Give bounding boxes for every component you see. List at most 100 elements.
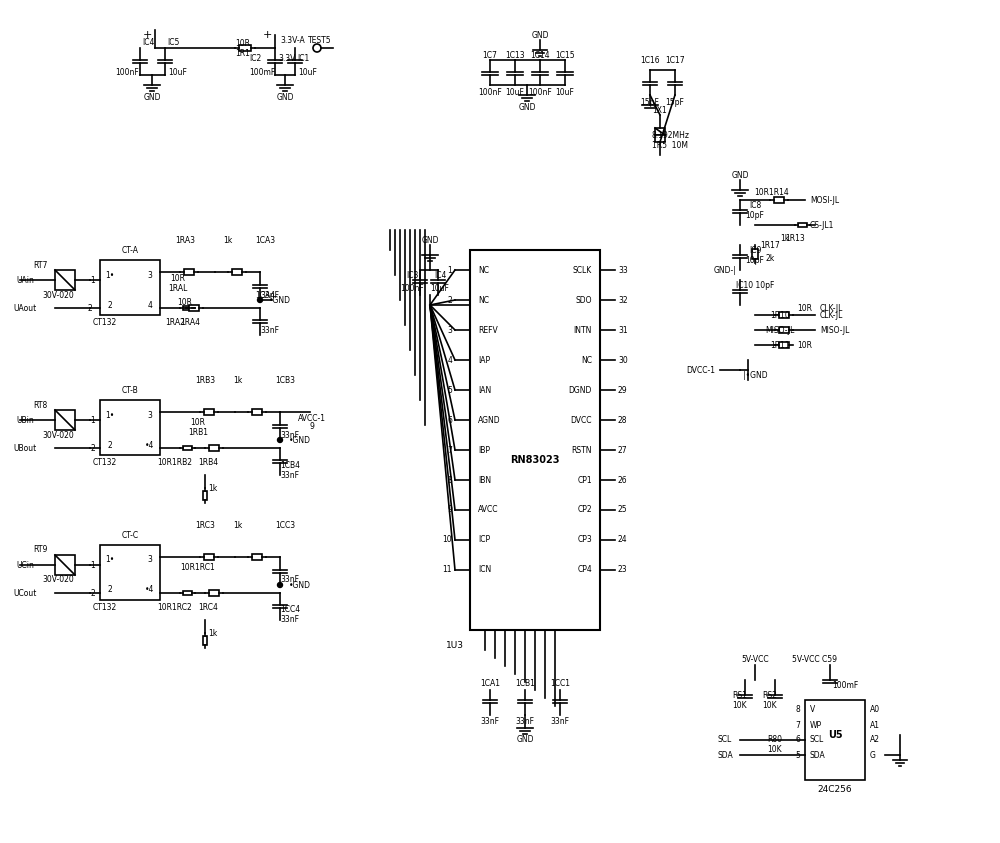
Text: GND: GND bbox=[518, 103, 536, 111]
Bar bbox=[55, 555, 75, 575]
Text: 32: 32 bbox=[618, 296, 628, 304]
Text: GND: GND bbox=[531, 30, 549, 40]
Bar bbox=[100, 260, 160, 315]
Text: CT-B: CT-B bbox=[122, 385, 138, 395]
Text: 1RC3: 1RC3 bbox=[195, 520, 215, 529]
Text: SCL: SCL bbox=[810, 735, 824, 744]
Bar bbox=[239, 45, 251, 51]
Text: 23: 23 bbox=[618, 566, 628, 574]
Text: 1C13: 1C13 bbox=[505, 51, 525, 60]
Text: 1CB3: 1CB3 bbox=[275, 375, 295, 384]
Bar bbox=[204, 410, 214, 415]
Text: 100nF: 100nF bbox=[528, 88, 552, 96]
Bar bbox=[232, 269, 242, 275]
Text: 4: 4 bbox=[148, 300, 152, 309]
Text: •GND: •GND bbox=[269, 296, 291, 304]
Text: UAout: UAout bbox=[13, 303, 37, 313]
Text: IC9: IC9 bbox=[749, 245, 761, 255]
Text: 1CB4: 1CB4 bbox=[280, 460, 300, 470]
Text: 2: 2 bbox=[91, 443, 95, 453]
Bar bbox=[100, 400, 160, 455]
Text: 10R1RB2: 10R1RB2 bbox=[158, 458, 193, 466]
Text: 9: 9 bbox=[447, 506, 452, 514]
Bar bbox=[798, 223, 807, 228]
Text: CP2: CP2 bbox=[577, 506, 592, 514]
Text: 15pF: 15pF bbox=[666, 98, 684, 106]
Text: 2: 2 bbox=[108, 586, 112, 594]
Text: 100mF: 100mF bbox=[249, 67, 275, 77]
Text: 100nF: 100nF bbox=[400, 283, 424, 293]
Text: 2: 2 bbox=[108, 300, 112, 309]
Text: CT132: CT132 bbox=[93, 318, 117, 326]
Text: 7: 7 bbox=[447, 445, 452, 454]
Text: 1: 1 bbox=[91, 561, 95, 570]
Text: IBP: IBP bbox=[478, 445, 490, 454]
Text: IC1: IC1 bbox=[297, 53, 309, 62]
Text: 30V-020: 30V-020 bbox=[42, 576, 74, 584]
Text: IAN: IAN bbox=[478, 385, 491, 395]
Text: 10K: 10K bbox=[768, 745, 782, 754]
Text: GND: GND bbox=[276, 93, 294, 101]
Text: SDA: SDA bbox=[810, 750, 826, 760]
Text: 33: 33 bbox=[618, 266, 628, 275]
Text: 10R: 10R bbox=[171, 273, 186, 282]
Text: 5V-VCC C59: 5V-VCC C59 bbox=[792, 656, 838, 664]
Text: NC: NC bbox=[478, 296, 489, 304]
Bar bbox=[655, 128, 665, 135]
Text: UCout: UCout bbox=[13, 588, 37, 598]
Bar bbox=[55, 410, 75, 430]
Text: CP4: CP4 bbox=[577, 566, 592, 574]
Text: GND: GND bbox=[421, 235, 439, 244]
Text: 3.3V-A: 3.3V-A bbox=[280, 35, 305, 45]
Text: •4: •4 bbox=[145, 441, 155, 449]
Bar bbox=[183, 446, 192, 450]
Text: 28: 28 bbox=[618, 416, 628, 425]
Text: 100mF: 100mF bbox=[832, 680, 858, 690]
Text: A0: A0 bbox=[870, 706, 880, 715]
Text: 10uF: 10uF bbox=[556, 88, 574, 96]
Text: NC: NC bbox=[478, 266, 489, 275]
Text: 1CC4: 1CC4 bbox=[280, 605, 300, 615]
Text: 1RB3: 1RB3 bbox=[195, 375, 215, 384]
Text: 1R10: 1R10 bbox=[770, 310, 790, 319]
Text: SDO: SDO bbox=[576, 296, 592, 304]
Text: 27: 27 bbox=[618, 445, 628, 454]
Text: CLK-JL: CLK-JL bbox=[820, 310, 843, 319]
Bar bbox=[774, 197, 784, 202]
Text: 1CA3: 1CA3 bbox=[255, 235, 275, 244]
Text: ICN: ICN bbox=[478, 566, 491, 574]
Text: 10uF: 10uF bbox=[299, 67, 317, 77]
Text: AVCC-1: AVCC-1 bbox=[298, 414, 326, 422]
Text: 8: 8 bbox=[447, 475, 452, 485]
Text: CT-C: CT-C bbox=[121, 530, 139, 540]
Text: 2: 2 bbox=[447, 296, 452, 304]
Text: CT132: CT132 bbox=[93, 603, 117, 611]
Text: 33nF: 33nF bbox=[481, 717, 500, 727]
Text: U5: U5 bbox=[828, 730, 842, 740]
Text: GND: GND bbox=[516, 735, 534, 744]
Text: 3: 3 bbox=[148, 271, 152, 280]
Text: 10: 10 bbox=[442, 535, 452, 545]
Text: 1R5  10M: 1R5 10M bbox=[652, 141, 688, 149]
Text: MOSI-JL: MOSI-JL bbox=[810, 196, 839, 205]
Bar bbox=[203, 491, 207, 500]
Text: 100nF: 100nF bbox=[478, 88, 502, 96]
Text: 1RA4: 1RA4 bbox=[180, 318, 200, 326]
Text: |•GND: |•GND bbox=[743, 371, 767, 379]
Text: 24: 24 bbox=[618, 535, 628, 545]
Text: 1: 1 bbox=[91, 276, 95, 284]
Text: 1•: 1• bbox=[105, 411, 115, 420]
Text: 10uF: 10uF bbox=[506, 88, 524, 96]
Text: 1CA4: 1CA4 bbox=[255, 291, 275, 299]
Text: 3.3V: 3.3V bbox=[278, 53, 296, 62]
Text: 33nF: 33nF bbox=[516, 717, 534, 727]
Text: 6: 6 bbox=[447, 416, 452, 425]
Bar bbox=[55, 270, 75, 290]
Text: 8.192MHz: 8.192MHz bbox=[651, 131, 689, 139]
Text: RT9: RT9 bbox=[33, 545, 47, 555]
Text: 1R17: 1R17 bbox=[760, 240, 780, 250]
Text: 1CC3: 1CC3 bbox=[275, 520, 295, 529]
Text: IAP: IAP bbox=[478, 356, 490, 364]
Text: 5: 5 bbox=[447, 385, 452, 395]
Text: RS1: RS1 bbox=[733, 690, 747, 700]
